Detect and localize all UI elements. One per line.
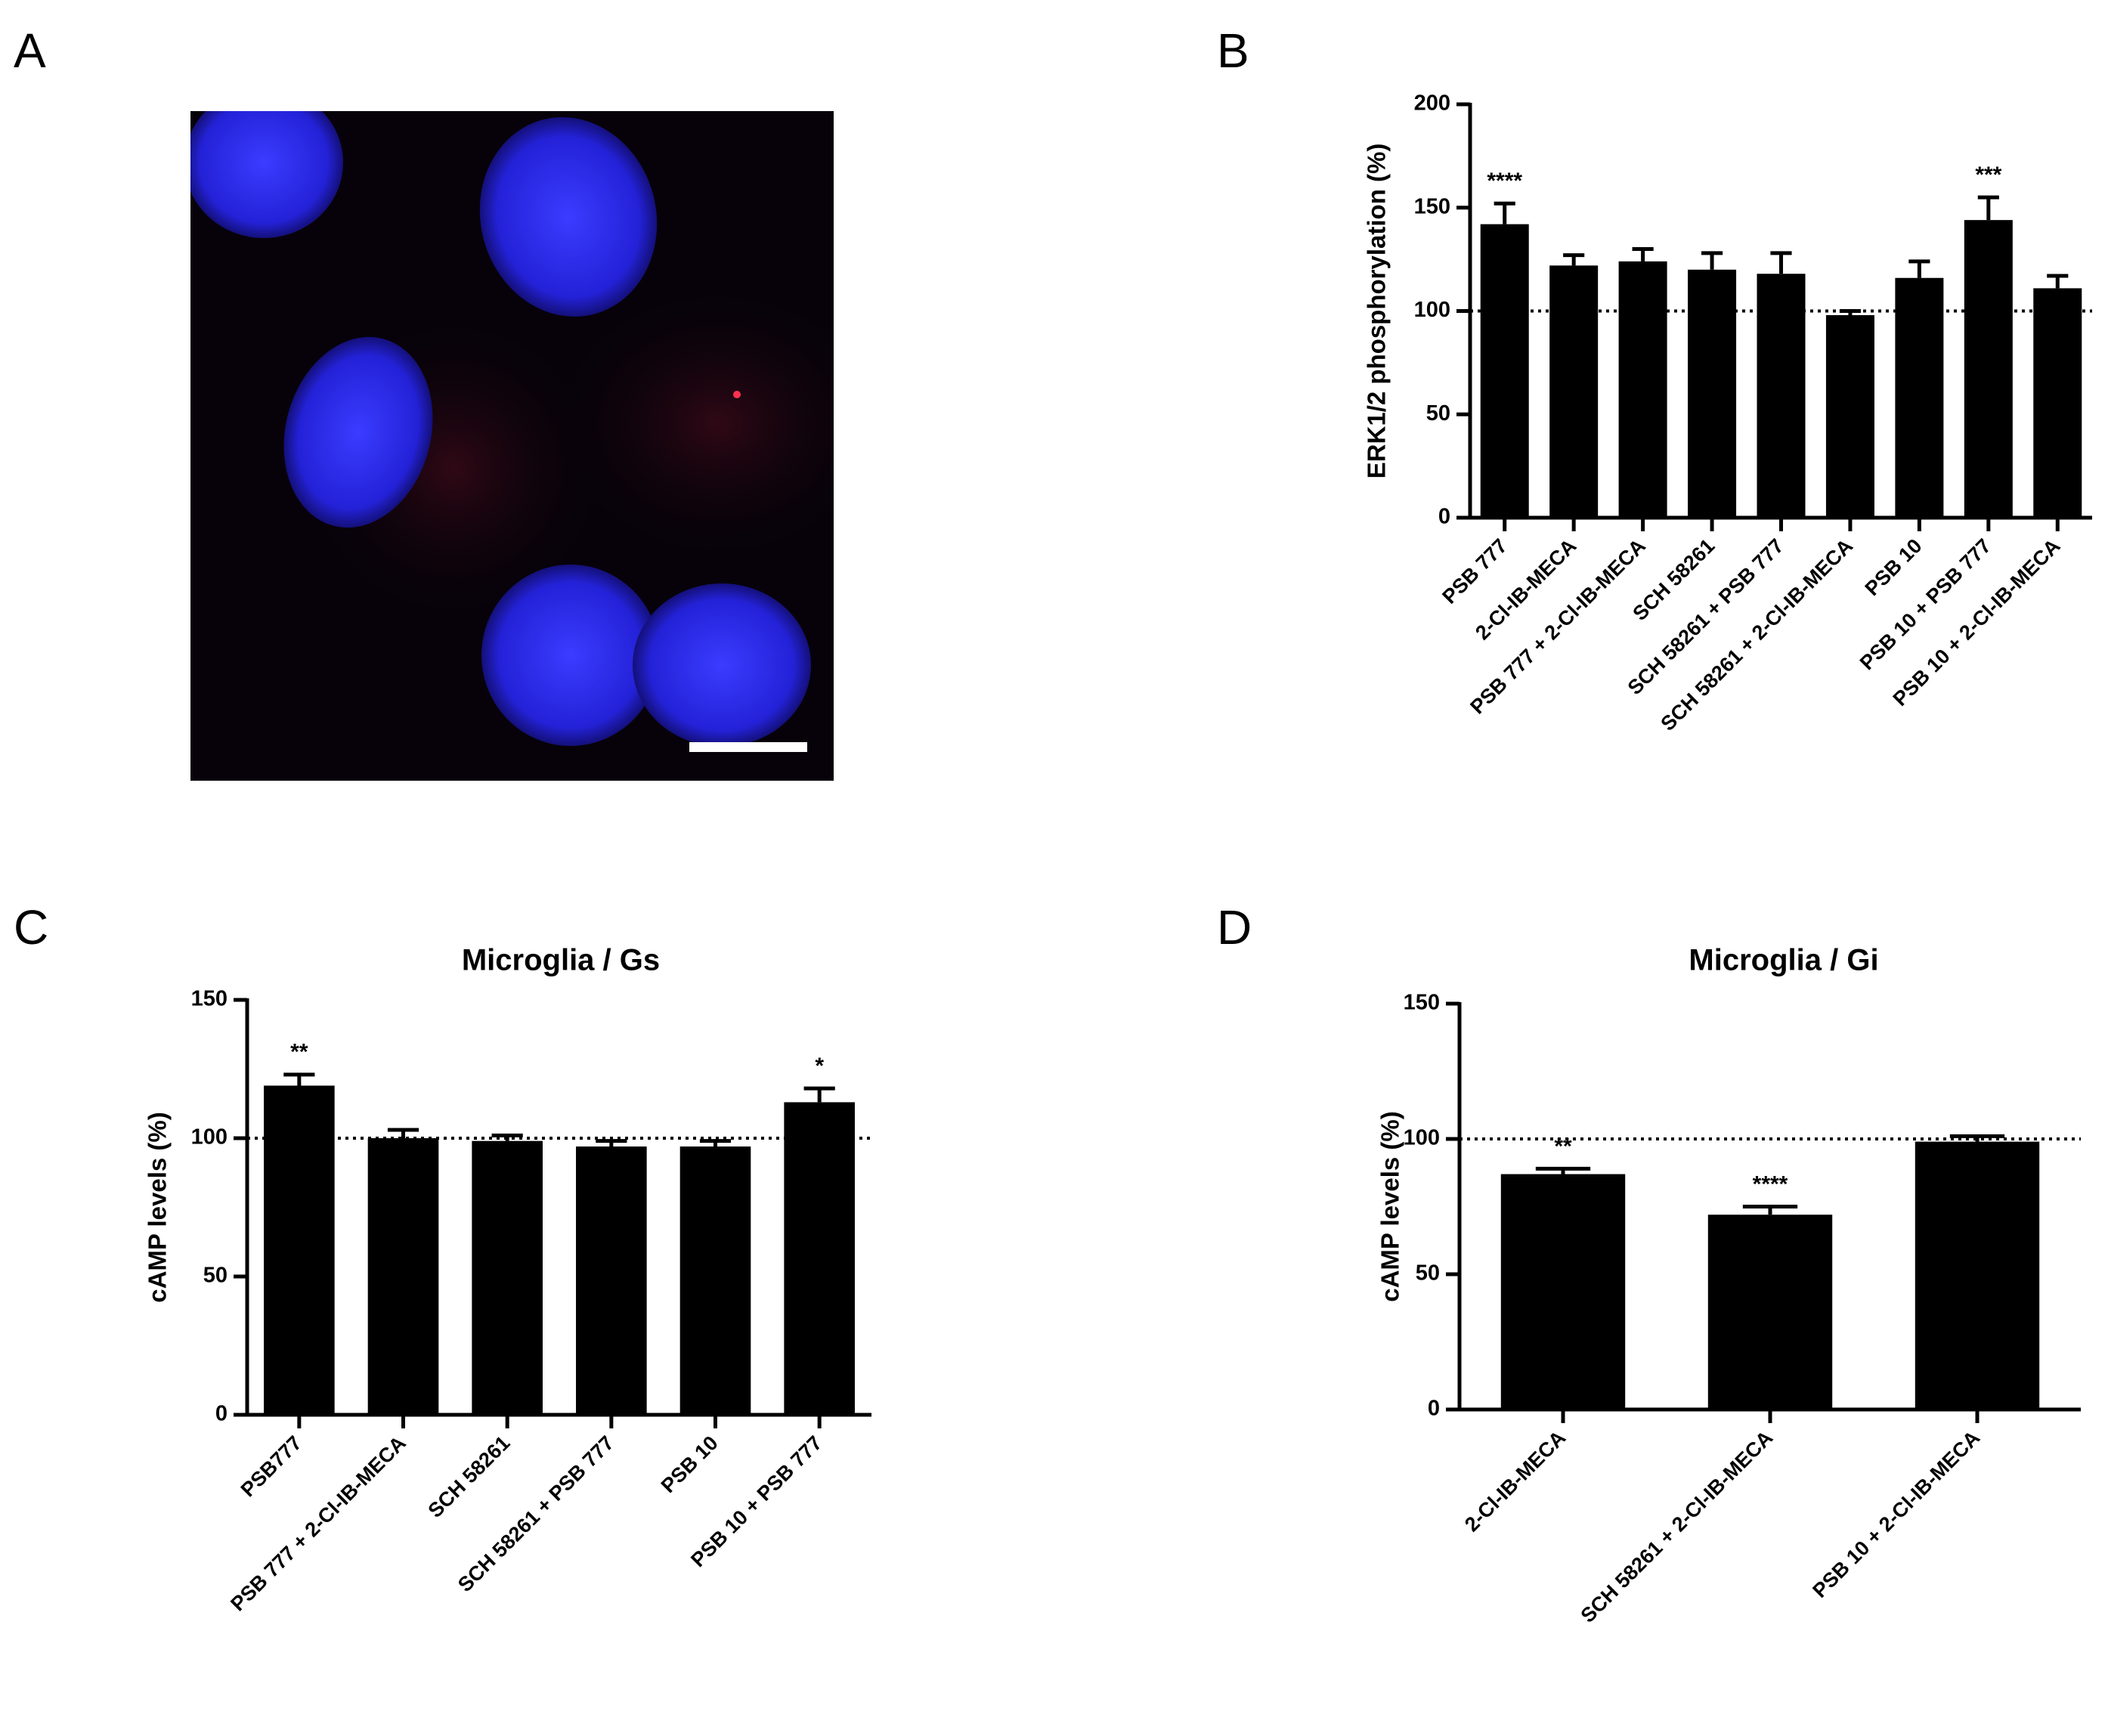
x-tick-label: 2-Cl-IB-MECA bbox=[1460, 1426, 1570, 1536]
significance-label: ** bbox=[290, 1040, 308, 1065]
error-bar bbox=[1977, 195, 1999, 221]
bar bbox=[1895, 277, 1944, 518]
y-tick-label: 50 bbox=[203, 1264, 228, 1288]
bar bbox=[472, 1140, 543, 1415]
bar bbox=[264, 1085, 335, 1415]
panel-label: D bbox=[1217, 900, 1252, 955]
x-tick-label: PSB 10 + PSB 777 bbox=[1856, 534, 1995, 674]
bar bbox=[1549, 265, 1599, 518]
error-bar bbox=[1742, 1205, 1798, 1215]
x-tick-label: SCH 58261 bbox=[424, 1431, 515, 1522]
bar bbox=[2033, 288, 2082, 518]
error-bar bbox=[1701, 251, 1723, 270]
y-tick-label: 0 bbox=[215, 1402, 228, 1426]
chart-title: Microglia / Gs bbox=[462, 944, 660, 977]
x-tick-label: SCH 58261 + 2-Cl-IB-MECA bbox=[1577, 1426, 1778, 1627]
y-tick-label: 0 bbox=[1438, 505, 1450, 529]
y-axis-label: cAMP levels (%) bbox=[144, 1112, 172, 1303]
error-bar bbox=[2047, 274, 2069, 289]
error-bar bbox=[283, 1072, 315, 1086]
panel-label: C bbox=[14, 900, 48, 955]
micrograph bbox=[190, 111, 834, 781]
bar bbox=[1500, 1174, 1626, 1410]
error-bar bbox=[1908, 259, 1930, 278]
bar bbox=[1707, 1215, 1833, 1410]
y-tick-label: 200 bbox=[1414, 91, 1450, 116]
error-bar bbox=[1494, 201, 1515, 224]
error-bar bbox=[1770, 251, 1792, 274]
y-tick-label: 150 bbox=[1414, 194, 1450, 218]
x-tick-label: PSB 777 + 2-Cl-IB-MECA bbox=[226, 1431, 410, 1615]
significance-label: **** bbox=[1753, 1171, 1788, 1196]
error-bar bbox=[491, 1133, 523, 1141]
significance-label: *** bbox=[1975, 162, 2001, 187]
error-bar bbox=[1949, 1134, 2005, 1142]
panel-label: A bbox=[14, 23, 46, 78]
bar bbox=[367, 1138, 439, 1415]
bar bbox=[1964, 220, 2013, 518]
y-tick-label: 0 bbox=[1428, 1397, 1440, 1421]
panel-label: B bbox=[1217, 23, 1249, 78]
bar bbox=[576, 1146, 647, 1415]
error-bar bbox=[1535, 1166, 1591, 1174]
y-tick-label: 150 bbox=[1404, 991, 1440, 1015]
error-bar bbox=[699, 1139, 732, 1147]
bar bbox=[1688, 269, 1737, 518]
y-tick-label: 100 bbox=[1414, 298, 1450, 322]
y-axis-label: cAMP levels (%) bbox=[1376, 1111, 1404, 1302]
x-tick-label: PSB 10 + 2-Cl-IB-MECA bbox=[1808, 1426, 1984, 1602]
chart-title: Microglia / Gi bbox=[1689, 944, 1878, 977]
x-tick-label: PSB 777 bbox=[1438, 534, 1512, 608]
bar bbox=[1757, 274, 1806, 518]
error-bar bbox=[1563, 253, 1585, 266]
y-axis-label: ERK1/2 phosphorylation (%) bbox=[1363, 144, 1391, 479]
y-tick-label: 100 bbox=[1404, 1126, 1440, 1150]
x-tick-label: PSB 10 bbox=[657, 1431, 723, 1497]
bar bbox=[679, 1146, 751, 1415]
significance-label: ** bbox=[1554, 1134, 1572, 1159]
error-bar bbox=[387, 1128, 419, 1138]
bar bbox=[1915, 1141, 2040, 1410]
bar bbox=[1618, 261, 1667, 518]
bar bbox=[1480, 224, 1529, 518]
error-bar bbox=[596, 1139, 627, 1147]
y-tick-label: 100 bbox=[191, 1125, 228, 1150]
y-tick-label: 150 bbox=[191, 987, 228, 1011]
error-bar bbox=[803, 1086, 835, 1103]
bar bbox=[784, 1102, 855, 1415]
x-tick-label: PSB777 bbox=[237, 1431, 306, 1501]
significance-label: **** bbox=[1487, 169, 1522, 193]
significance-label: * bbox=[815, 1054, 824, 1078]
bar bbox=[1825, 314, 1874, 518]
error-bar bbox=[1632, 246, 1654, 261]
y-tick-label: 50 bbox=[1426, 401, 1450, 425]
y-tick-label: 50 bbox=[1416, 1261, 1440, 1286]
x-tick-label: PSB 10 bbox=[1861, 534, 1927, 600]
